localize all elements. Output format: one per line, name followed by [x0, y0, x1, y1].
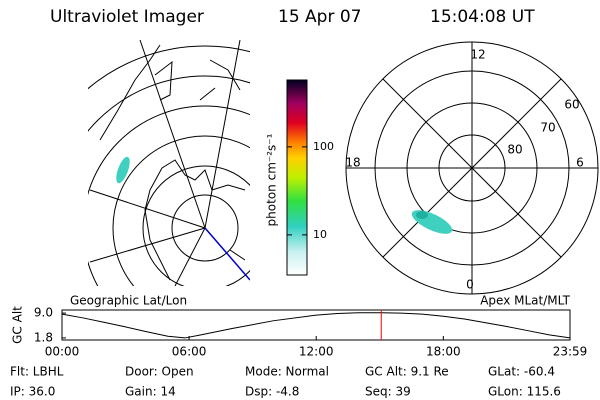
status-field: Door: Open [125, 365, 194, 379]
status-field: Mode: Normal [245, 365, 329, 379]
date: 15 Apr 07 [278, 7, 361, 27]
colorbar-tick-label: 10 [313, 228, 327, 241]
y-axis-label: GC Alt [11, 306, 25, 344]
polar-plot [345, 41, 599, 295]
title: Ultraviolet Imager [50, 7, 204, 27]
colorbar-tick-label: 100 [313, 140, 334, 153]
status-field: Dsp: -4.8 [245, 385, 299, 399]
panel-label: Apex MLat/MLT [480, 294, 570, 308]
status-field: GLat: -60.4 [488, 365, 555, 379]
mlt-label: 0 [466, 278, 474, 292]
geographic-map [88, 39, 250, 286]
status-field: Flt: LBHL [10, 365, 64, 379]
x-tick-label: 23:59 [553, 345, 588, 359]
panel-label: Geographic Lat/Lon [70, 294, 187, 308]
x-tick-label: 06:00 [172, 345, 207, 359]
status-field: IP: 36.0 [10, 385, 55, 399]
time: 15:04:08 UT [430, 7, 535, 27]
status-field: GC Alt: 9.1 Re [365, 365, 449, 379]
mlt-label: 18 [345, 156, 360, 170]
status-field: Gain: 14 [125, 385, 176, 399]
y-tick-label: 1.8 [34, 330, 53, 344]
x-tick-label: 12:00 [299, 345, 334, 359]
y-tick-label: 9.0 [34, 306, 53, 320]
status-field: Seq: 39 [365, 385, 411, 399]
mlt-label: 6 [576, 156, 584, 170]
mlat-label: 80 [507, 143, 522, 157]
colorbar [286, 79, 308, 276]
mlat-label: 70 [540, 121, 555, 135]
status-field: GLon: 115.6 [488, 385, 561, 399]
plot-frame [61, 309, 571, 341]
altitude-line [61, 312, 571, 339]
colorbar-label: photon cm⁻²s⁻¹ [265, 133, 279, 226]
x-tick-label: 00:00 [45, 345, 80, 359]
mlat-label: 60 [564, 98, 579, 112]
x-tick-label: 18:00 [426, 345, 461, 359]
mlt-label: 12 [470, 48, 485, 62]
